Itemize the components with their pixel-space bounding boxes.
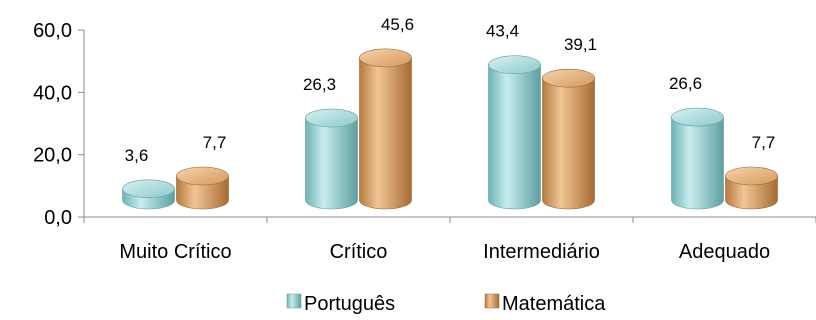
legend: Português Matemática bbox=[286, 293, 606, 315]
bar-body bbox=[359, 57, 412, 210]
legend-swatch-matematica bbox=[484, 293, 500, 309]
legend-swatch-portugues bbox=[286, 293, 302, 309]
data-label: 45,6 bbox=[381, 15, 414, 34]
bar-body bbox=[488, 64, 541, 210]
bar bbox=[122, 179, 175, 210]
legend-item-portugues: Português bbox=[286, 293, 395, 315]
y-tick-label: 20,0 bbox=[33, 145, 72, 167]
legend-item-matematica: Matemática bbox=[484, 293, 606, 315]
bar-body bbox=[725, 175, 778, 210]
data-label: 7,7 bbox=[203, 133, 227, 152]
bar bbox=[542, 68, 595, 210]
bar bbox=[671, 107, 724, 210]
bar bbox=[305, 108, 358, 210]
y-axis-ticks: 0,0 20,0 40,0 60,0 bbox=[33, 20, 84, 229]
bar-body bbox=[671, 116, 724, 210]
category-label: Muito Crítico bbox=[119, 241, 231, 263]
bar bbox=[488, 55, 541, 210]
legend-label-portugues: Português bbox=[304, 293, 395, 315]
bar-top bbox=[122, 179, 175, 199]
bar bbox=[176, 166, 229, 210]
category-labels-group: Muito Crítico Crítico Intermediário Adequad… bbox=[83, 217, 816, 263]
data-label: 26,6 bbox=[669, 74, 702, 93]
bar-top bbox=[542, 68, 595, 88]
y-tick-label: 0,0 bbox=[44, 207, 72, 229]
bar-top bbox=[305, 108, 358, 128]
legend-label-matematica: Matemática bbox=[502, 293, 606, 315]
y-tick-label: 60,0 bbox=[33, 20, 72, 42]
data-label: 39,1 bbox=[564, 35, 597, 54]
bar-top bbox=[488, 55, 541, 75]
data-label: 3,6 bbox=[125, 146, 149, 165]
bar-top bbox=[359, 48, 412, 68]
bar-body bbox=[176, 175, 229, 210]
category-label: Adequado bbox=[679, 241, 770, 263]
bar-top bbox=[725, 166, 778, 186]
data-labels-group: 3,6 7,7 26,3 45,6 43,4 39,1 26,6 7,7 bbox=[125, 15, 776, 165]
bar-top bbox=[176, 166, 229, 186]
bars-group bbox=[122, 48, 778, 210]
bar-body bbox=[542, 77, 595, 210]
bar-body bbox=[305, 117, 358, 210]
data-label: 7,7 bbox=[752, 133, 776, 152]
bar-top bbox=[671, 107, 724, 127]
category-label: Intermediário bbox=[483, 241, 600, 263]
data-label: 43,4 bbox=[486, 22, 519, 41]
y-tick-label: 40,0 bbox=[33, 82, 72, 104]
bar bbox=[725, 166, 778, 210]
category-label: Crítico bbox=[330, 241, 388, 263]
bar bbox=[359, 48, 412, 210]
data-label: 26,3 bbox=[303, 75, 336, 94]
